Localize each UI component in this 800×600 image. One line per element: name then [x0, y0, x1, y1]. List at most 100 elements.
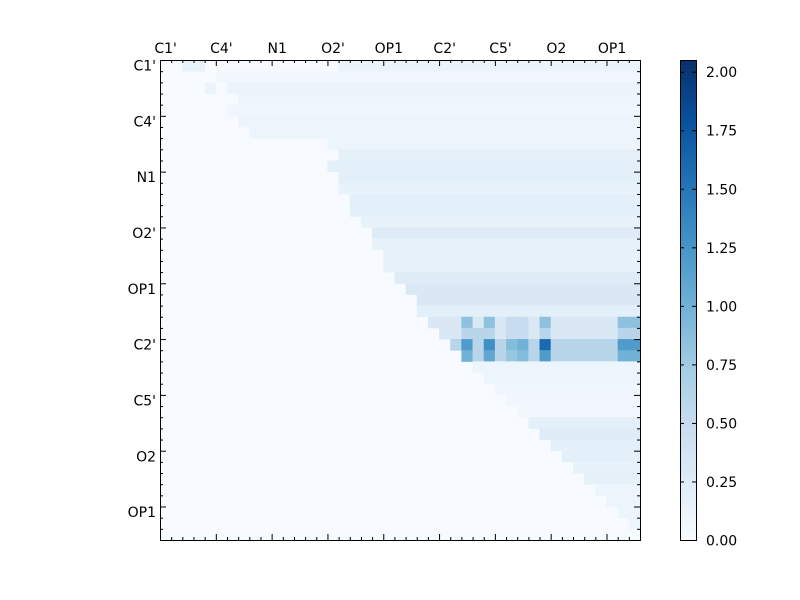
heatmap-cell: [316, 104, 328, 117]
x-tick-label: N1: [268, 41, 287, 57]
heatmap-cell: [550, 126, 563, 139]
heatmap-cell: [494, 205, 507, 217]
heatmap-cell: [338, 93, 351, 106]
heatmap-cell: [606, 238, 619, 251]
heatmap-cell: [584, 205, 596, 217]
heatmap-cell: [628, 372, 641, 385]
heatmap-cell: [383, 71, 395, 83]
heatmap-cell: [528, 294, 540, 306]
heatmap-cell: [427, 71, 440, 83]
heatmap-cell: [517, 138, 529, 150]
heatmap-cell: [584, 439, 596, 452]
heatmap-cell: [550, 93, 563, 106]
heatmap-cell: [450, 339, 462, 351]
heatmap-cell: [450, 260, 462, 273]
heatmap-cell: [539, 394, 552, 407]
heatmap-cell: [472, 327, 485, 340]
heatmap-cell: [550, 272, 563, 284]
heatmap-cell: [427, 260, 440, 273]
heatmap-cell: [461, 93, 473, 106]
heatmap-cell: [617, 193, 630, 206]
heatmap-cell: [450, 216, 462, 228]
heatmap-cell: [427, 115, 440, 128]
heatmap-cell: [561, 260, 574, 273]
heatmap-cell: [550, 171, 563, 184]
heatmap-cell: [550, 361, 563, 373]
heatmap-cell: [584, 160, 596, 173]
heatmap-cell: [316, 82, 328, 94]
x-tick-label: C4': [210, 41, 233, 57]
heatmap-cell: [383, 93, 395, 106]
heatmap-cell: [606, 417, 619, 429]
heatmap-cell: [628, 450, 641, 463]
heatmap-cell: [472, 316, 485, 329]
heatmap-cell: [405, 71, 418, 83]
heatmap-cell: [573, 327, 585, 340]
heatmap-cell: [483, 327, 496, 340]
heatmap-cell: [383, 205, 395, 217]
heatmap-cell: [472, 238, 485, 251]
heatmap-cell: [439, 138, 451, 150]
heatmap-cell: [483, 93, 496, 106]
heatmap-cell: [483, 104, 496, 117]
heatmap-cell: [617, 339, 630, 351]
heatmap-cell: [360, 149, 373, 161]
heatmap-cell: [561, 171, 574, 184]
heatmap-cell: [494, 60, 507, 72]
heatmap-cell: [461, 138, 473, 150]
heatmap-cell: [416, 71, 429, 83]
heatmap-cell: [606, 461, 619, 474]
heatmap-cell: [561, 305, 574, 318]
heatmap-cell: [472, 294, 485, 306]
heatmap-cell: [539, 193, 552, 206]
heatmap-cell: [517, 339, 529, 351]
heatmap-cell: [349, 126, 362, 139]
heatmap-cell: [517, 260, 529, 273]
y-tick-label: C2': [133, 338, 156, 354]
heatmap-cell: [595, 484, 607, 496]
heatmap-cell: [539, 60, 552, 72]
heatmap-cell: [517, 372, 529, 385]
heatmap-cell: [383, 149, 395, 161]
heatmap-cell: [327, 93, 339, 106]
heatmap-cell: [338, 82, 351, 94]
heatmap-cell: [383, 238, 395, 251]
heatmap-cell: [416, 115, 429, 128]
heatmap-cell: [204, 82, 217, 94]
heatmap-cell: [372, 71, 384, 83]
heatmap-cell: [528, 283, 540, 295]
heatmap-cell: [506, 60, 518, 72]
heatmap-cell: [416, 160, 429, 173]
heatmap-cell: [338, 149, 351, 161]
heatmap-cell: [483, 350, 496, 362]
heatmap-cell: [617, 316, 630, 329]
heatmap-cell: [595, 149, 607, 161]
heatmap-cell: [506, 283, 518, 295]
heatmap-cell: [461, 205, 473, 217]
heatmap-cell: [494, 93, 507, 106]
x-tick-label: O2: [546, 41, 566, 57]
heatmap-cell: [573, 71, 585, 83]
heatmap-cell: [628, 216, 641, 228]
colorbar-ticks: 0.00 0.25 0.50 0.75 1.00 1.25 1.50 1.75 2.00: [680, 65, 737, 550]
heatmap-cell: [483, 126, 496, 139]
axis-ticks: [160, 60, 641, 541]
heatmap-cell: [383, 115, 395, 128]
heatmap-cell: [595, 461, 607, 474]
heatmap-cell: [584, 305, 596, 318]
heatmap-cell: [439, 71, 451, 83]
heatmap-cell: [394, 216, 406, 228]
heatmap-cell: [584, 450, 596, 463]
heatmap-cell: [573, 283, 585, 295]
heatmap-cell: [584, 182, 596, 195]
heatmap-cell: [494, 383, 507, 396]
heatmap-cell: [550, 327, 563, 340]
heatmap-cell: [528, 182, 540, 195]
heatmap-cell: [338, 104, 351, 117]
x-tick-label: OP1: [375, 41, 403, 57]
heatmap-cell: [550, 316, 563, 329]
heatmap-cell: [383, 260, 395, 273]
heatmap-cell: [416, 249, 429, 262]
heatmap-cell: [416, 138, 429, 150]
heatmap-cell: [617, 171, 630, 184]
